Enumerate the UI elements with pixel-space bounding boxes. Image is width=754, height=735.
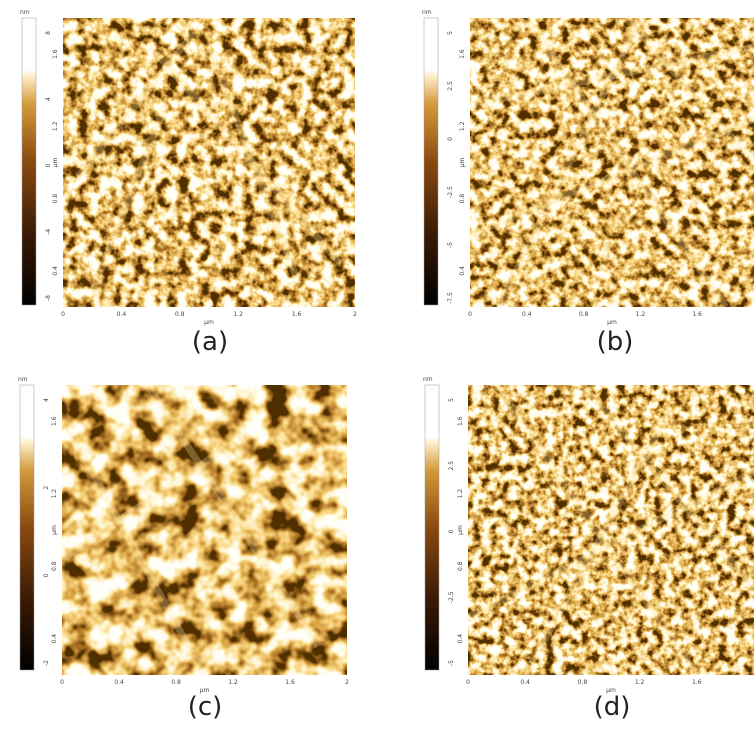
- x-tick-label: 2: [345, 679, 349, 686]
- y-tick-label: 0.8: [51, 561, 58, 571]
- afm-image: [468, 385, 754, 675]
- colorbar-tick-label: -8: [45, 295, 52, 301]
- y-tick-label: 0.8: [457, 561, 464, 571]
- y-tick-label: 1.6: [459, 49, 466, 59]
- x-tick-label: 0.8: [175, 311, 185, 318]
- panel-label: (c): [188, 692, 223, 722]
- y-axis-unit: µm: [52, 158, 59, 168]
- colorbar: [22, 18, 36, 305]
- y-tick-label: 1.6: [52, 49, 59, 59]
- panel-label: (d): [594, 692, 631, 722]
- colorbar-tick-label: 0: [43, 573, 50, 577]
- x-tick-label: 1.6: [292, 311, 302, 318]
- y-tick-label: 0.4: [459, 266, 466, 276]
- colorbar-tick-label: -2.5: [448, 591, 455, 603]
- afm-image: [470, 18, 754, 307]
- colorbar-unit: nm: [18, 376, 28, 383]
- x-tick-label: 1.2: [635, 679, 645, 686]
- y-axis-unit: µm: [51, 525, 58, 535]
- colorbar-tick-label: 2.5: [448, 461, 455, 471]
- y-axis-unit: µm: [459, 158, 466, 168]
- colorbar-tick-label: -2.5: [447, 186, 454, 198]
- colorbar-unit: nm: [422, 9, 432, 16]
- panel-label: (a): [192, 327, 228, 357]
- x-tick-label: 0.8: [171, 679, 181, 686]
- y-tick-label: 1.2: [52, 121, 59, 131]
- colorbar-tick-label: -5: [448, 660, 455, 666]
- y-tick-label: 1.6: [457, 416, 464, 426]
- y-tick-label: 0.8: [459, 194, 466, 204]
- y-tick-label: 0.4: [457, 634, 464, 644]
- colorbar-tick-label: 8: [45, 31, 52, 35]
- colorbar-unit: nm: [20, 9, 30, 16]
- y-tick-label: 1.2: [459, 121, 466, 131]
- colorbar-tick-label: -7.5: [447, 292, 454, 304]
- colorbar-tick-label: 0: [45, 163, 52, 167]
- colorbar: [20, 385, 34, 670]
- x-tick-label: 2: [353, 311, 357, 318]
- x-tick-label: 1.6: [692, 311, 702, 318]
- colorbar: [424, 18, 438, 305]
- colorbar-tick-label: 5: [447, 31, 454, 35]
- y-tick-label: 1.6: [51, 416, 58, 426]
- x-tick-label: 0.4: [117, 311, 127, 318]
- colorbar-tick-label: 0: [448, 529, 455, 533]
- x-tick-label: 0: [61, 311, 65, 318]
- x-tick-label: 1.2: [228, 679, 238, 686]
- figure: nm840-4-81.61.20.80.4µm00.40.81.21.62µm(…: [0, 0, 754, 735]
- colorbar-tick-label: 2: [43, 486, 50, 490]
- colorbar-tick-label: 2.5: [447, 81, 454, 91]
- x-tick-label: 1.2: [636, 311, 646, 318]
- colorbar-unit: nm: [423, 376, 433, 383]
- x-tick-label: 0: [60, 679, 64, 686]
- panel-label: (b): [597, 327, 634, 357]
- x-tick-label: 0: [466, 679, 470, 686]
- page: nm840-4-81.61.20.80.4µm00.40.81.21.62µm(…: [0, 0, 754, 735]
- y-tick-label: 1.2: [457, 489, 464, 499]
- y-tick-label: 0.4: [52, 266, 59, 276]
- colorbar-tick-label: 5: [448, 398, 455, 402]
- y-axis-unit: µm: [457, 525, 464, 535]
- colorbar-tick-label: -4: [45, 229, 52, 235]
- x-tick-label: 0: [468, 311, 472, 318]
- x-axis-unit: µm: [204, 319, 214, 326]
- colorbar-tick-label: 4: [43, 398, 50, 402]
- colorbar-tick-label: -2: [43, 660, 50, 666]
- panel: nm 5 2.5 0 -2.5 -5 -7.5 1.6 1.2 0.8 0.4 µm 0 0.4 0.8 1.…: [422, 9, 754, 357]
- x-tick-label: 1.2: [233, 311, 243, 318]
- colorbar-tick-label: 4: [45, 97, 52, 101]
- colorbar: [425, 385, 439, 670]
- x-tick-label: 1.6: [692, 679, 702, 686]
- y-tick-label: 0.8: [52, 194, 59, 204]
- x-tick-label: 0.8: [579, 311, 589, 318]
- y-tick-label: 1.2: [51, 489, 58, 499]
- colorbar-tick-label: 0: [447, 137, 454, 141]
- y-tick-label: 0.4: [51, 634, 58, 644]
- colorbar-tick-label: -5: [447, 242, 454, 248]
- x-axis-unit: µm: [607, 319, 617, 326]
- x-tick-label: 0.4: [520, 679, 530, 686]
- x-tick-label: 0.4: [522, 311, 532, 318]
- x-tick-label: 1.6: [285, 679, 295, 686]
- x-tick-label: 0.8: [578, 679, 588, 686]
- x-tick-label: 0.4: [114, 679, 124, 686]
